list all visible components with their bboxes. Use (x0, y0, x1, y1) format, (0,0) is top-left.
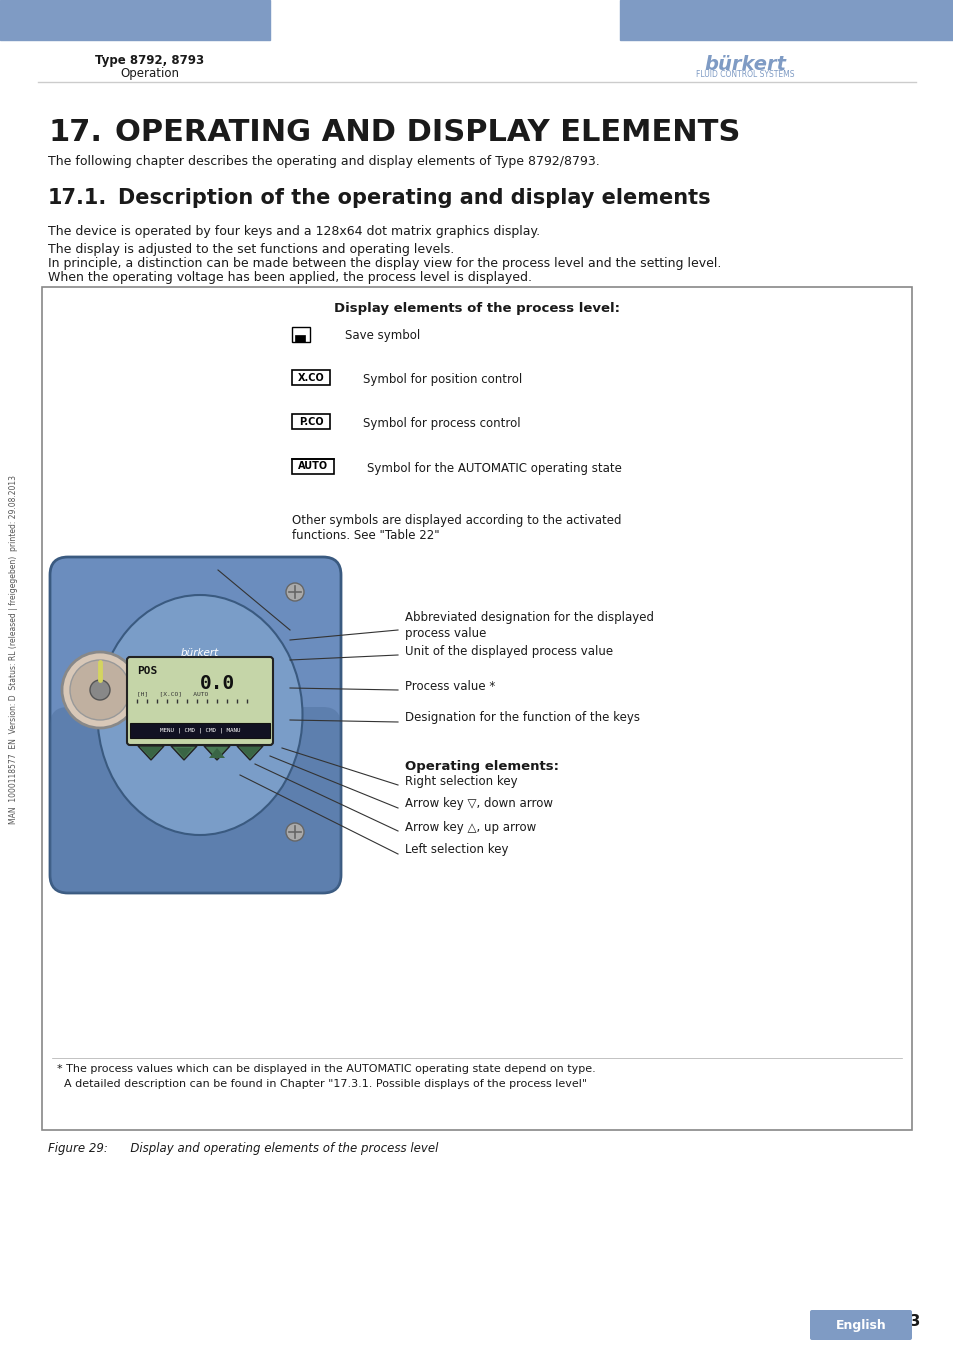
Polygon shape (236, 747, 263, 760)
Text: Unit of the displayed process value: Unit of the displayed process value (405, 644, 613, 657)
Polygon shape (175, 748, 192, 757)
FancyBboxPatch shape (50, 707, 340, 892)
Text: Arrow key △, up arrow: Arrow key △, up arrow (405, 821, 536, 833)
Text: 0.0: 0.0 (200, 674, 235, 693)
Text: Operation: Operation (120, 68, 179, 80)
FancyBboxPatch shape (809, 1310, 911, 1341)
Text: POS: POS (137, 666, 157, 676)
Circle shape (90, 680, 110, 701)
Text: Type 8792, 8793: Type 8792, 8793 (95, 54, 204, 68)
Text: 17.1.: 17.1. (48, 188, 107, 208)
Text: In principle, a distinction can be made between the display view for the process: In principle, a distinction can be made … (48, 256, 720, 270)
Text: * The process values which can be displayed in the AUTOMATIC operating state dep: * The process values which can be displa… (57, 1064, 595, 1075)
Text: The device is operated by four keys and a 128x64 dot matrix graphics display.: The device is operated by four keys and … (48, 225, 539, 238)
Text: Symbol for process control: Symbol for process control (363, 417, 520, 431)
Bar (42, 288, 911, 1130)
Text: The display is adjusted to the set functions and operating levels.: The display is adjusted to the set funct… (48, 243, 454, 256)
Text: Process value *: Process value * (405, 679, 495, 693)
Text: Description of the operating and display elements: Description of the operating and display… (118, 188, 710, 208)
Text: The following chapter describes the operating and display elements of Type 8792/: The following chapter describes the oper… (48, 155, 599, 167)
Bar (619, 0, 953, 40)
Text: English: English (835, 1319, 885, 1331)
Polygon shape (171, 747, 196, 760)
FancyBboxPatch shape (50, 558, 340, 892)
Text: Figure 29:      Display and operating elements of the process level: Figure 29: Display and operating element… (48, 1142, 438, 1156)
Text: X.CO: X.CO (297, 373, 324, 382)
Bar (294, 335, 305, 342)
Text: Save symbol: Save symbol (345, 329, 420, 342)
Text: Symbol for position control: Symbol for position control (363, 373, 521, 386)
Bar (130, 724, 270, 738)
Polygon shape (239, 747, 261, 757)
Text: Arrow key ▽, down arrow: Arrow key ▽, down arrow (405, 798, 553, 810)
Text: Operating elements:: Operating elements: (405, 760, 558, 774)
Text: A detailed description can be found in Chapter "17.3.1. Possible displays of the: A detailed description can be found in C… (57, 1079, 586, 1089)
Text: Left selection key: Left selection key (405, 844, 508, 856)
Text: AUTO: AUTO (297, 462, 328, 471)
Polygon shape (204, 747, 230, 760)
Text: bürkert: bürkert (703, 55, 785, 74)
Circle shape (62, 652, 138, 728)
Ellipse shape (97, 595, 302, 836)
Polygon shape (138, 747, 164, 760)
Circle shape (286, 583, 304, 601)
Text: 17.: 17. (48, 117, 102, 147)
Bar (292, 459, 334, 474)
Text: 63: 63 (899, 1315, 920, 1330)
Circle shape (286, 824, 304, 841)
Text: bürkert: bürkert (181, 648, 219, 657)
Text: Right selection key: Right selection key (405, 775, 517, 787)
Text: functions. See "Table 22": functions. See "Table 22" (292, 529, 439, 541)
Text: MENU | CMD | CMD | MANU: MENU | CMD | CMD | MANU (159, 728, 240, 733)
Text: P.CO: P.CO (298, 417, 323, 427)
Bar (0, 0, 270, 40)
Text: FLUID CONTROL SYSTEMS: FLUID CONTROL SYSTEMS (695, 70, 794, 80)
Text: When the operating voltage has been applied, the process level is displayed.: When the operating voltage has been appl… (48, 271, 532, 284)
Bar (292, 370, 330, 385)
Text: [H]   [X.CO]   AUTO: [H] [X.CO] AUTO (137, 691, 208, 697)
Text: Other symbols are displayed according to the activated: Other symbols are displayed according to… (292, 513, 620, 526)
Polygon shape (140, 747, 162, 757)
Bar (292, 414, 330, 429)
Text: Designation for the function of the keys: Designation for the function of the keys (405, 711, 639, 725)
Circle shape (70, 660, 130, 720)
Text: Abbreviated designation for the displayed
process value: Abbreviated designation for the displaye… (405, 612, 654, 640)
Text: OPERATING AND DISPLAY ELEMENTS: OPERATING AND DISPLAY ELEMENTS (115, 117, 740, 147)
Text: MAN  1000118577  EN  Version: D  Status: RL (released | freigegeben)  printed: 2: MAN 1000118577 EN Version: D Status: RL … (9, 475, 17, 825)
Text: Display elements of the process level:: Display elements of the process level: (334, 302, 619, 315)
Bar (292, 327, 310, 342)
Polygon shape (209, 748, 225, 757)
Text: Symbol for the AUTOMATIC operating state: Symbol for the AUTOMATIC operating state (367, 462, 621, 475)
FancyBboxPatch shape (127, 657, 273, 745)
